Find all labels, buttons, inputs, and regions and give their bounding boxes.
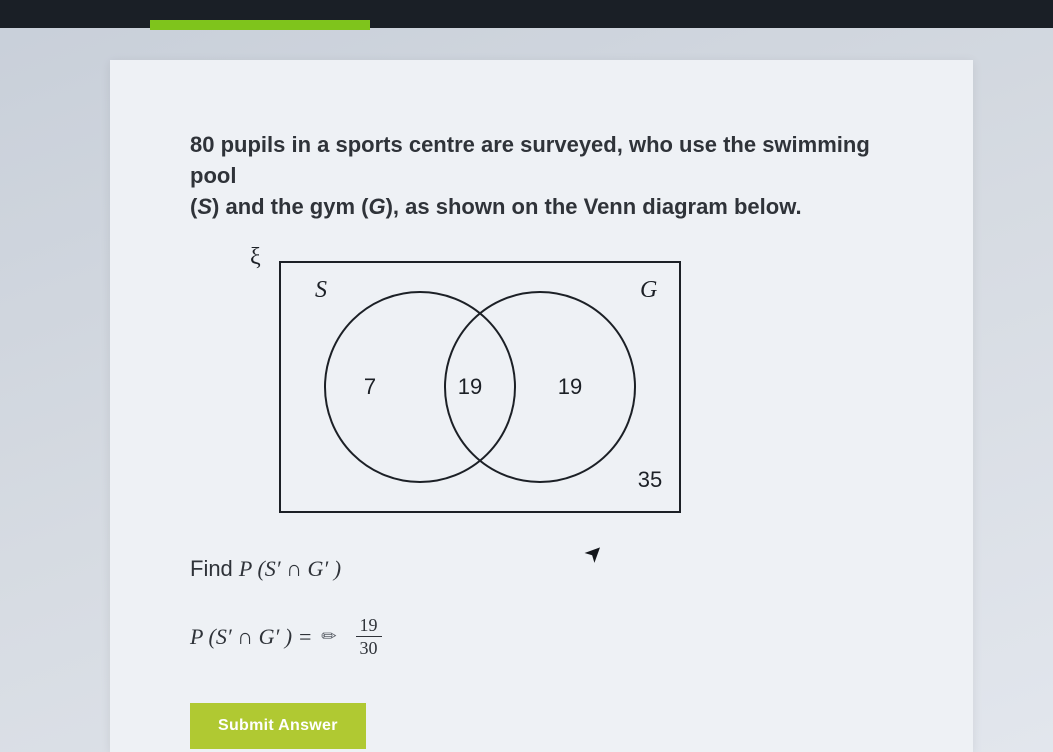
venn-diagram: ξ S G 7 19 19 35 <box>260 252 700 532</box>
region-outside: 35 <box>638 467 662 492</box>
question-text: 80 pupils in a sports centre are surveye… <box>190 130 893 222</box>
fraction-numerator: 19 <box>356 616 382 637</box>
question-line2-b: ) and the gym ( <box>212 194 368 219</box>
circle-s <box>325 292 515 482</box>
question-line1: 80 pupils in a sports centre are surveye… <box>190 132 870 188</box>
universal-set-symbol: ξ <box>250 244 261 271</box>
venn-svg: S G 7 19 19 35 <box>260 252 700 522</box>
region-s-only: 7 <box>364 374 376 399</box>
prompt: Find P (S′ ∩ G′ ) <box>190 556 893 582</box>
viewport: 80 pupils in a sports centre are surveye… <box>0 0 1053 752</box>
question-line2-c: ), as shown on the Venn diagram below. <box>386 194 802 219</box>
set-g-symbol: G <box>368 194 385 219</box>
prompt-expr: P (S′ ∩ G′ ) <box>239 556 341 581</box>
set-s-symbol: S <box>197 194 212 219</box>
submit-answer-button[interactable]: Submit Answer <box>190 703 366 749</box>
label-g: G <box>640 277 657 303</box>
progress-accent <box>150 20 370 30</box>
label-s: S <box>315 277 327 303</box>
answer-line: P (S′ ∩ G′ ) = ✎ 19 30 <box>190 616 893 657</box>
pencil-icon[interactable]: ✎ <box>317 624 343 650</box>
region-g-only: 19 <box>558 374 582 399</box>
region-intersect: 19 <box>458 374 482 399</box>
answer-fraction[interactable]: 19 30 <box>356 616 382 657</box>
prompt-prefix: Find <box>190 556 239 581</box>
answer-lhs: P (S′ ∩ G′ ) = <box>190 624 312 650</box>
fraction-denominator: 30 <box>360 637 378 657</box>
question-card: 80 pupils in a sports centre are surveye… <box>110 60 973 752</box>
